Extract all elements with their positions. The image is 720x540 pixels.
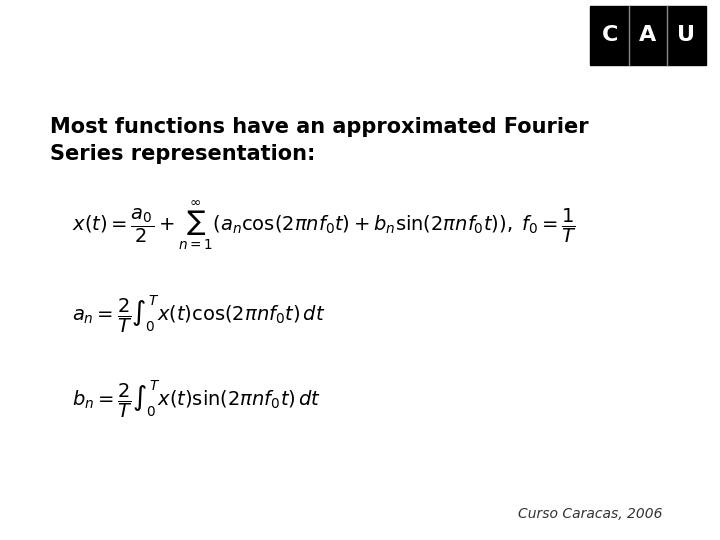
Text: $b_n = \dfrac{2}{T}\int_0^T x(t)\sin(2\pi n f_0 t)\,dt$: $b_n = \dfrac{2}{T}\int_0^T x(t)\sin(2\p… <box>72 378 321 420</box>
Text: C: C <box>601 25 618 45</box>
Text: $a_n = \dfrac{2}{T}\int_0^T x(t)\cos(2\pi n f_0 t)\,dt$: $a_n = \dfrac{2}{T}\int_0^T x(t)\cos(2\p… <box>72 294 325 335</box>
Text: $x(t) = \dfrac{a_0}{2} + \sum_{n=1}^{\infty}\left(a_n\cos(2\pi n f_0 t) + b_n\si: $x(t) = \dfrac{a_0}{2} + \sum_{n=1}^{\in… <box>72 199 577 252</box>
FancyBboxPatch shape <box>590 5 706 65</box>
Text: U: U <box>678 25 696 45</box>
Text: Curso Caracas, 2006: Curso Caracas, 2006 <box>518 507 663 521</box>
Text: Fourier.Series: Fourier.Series <box>22 21 259 50</box>
Text: A: A <box>639 25 657 45</box>
Text: Most functions have an approximated Fourier
Series representation:: Most functions have an approximated Four… <box>50 117 589 164</box>
